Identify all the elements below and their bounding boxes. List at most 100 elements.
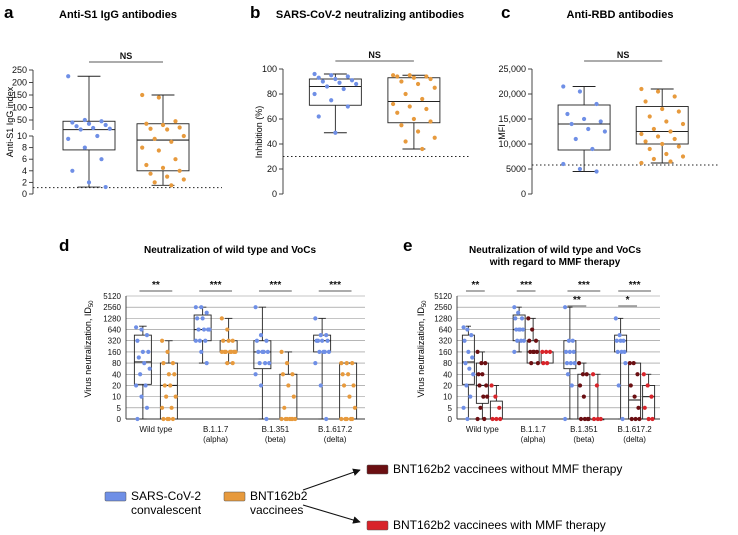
group-1-point: [407, 73, 412, 78]
series-0-cat-3-point: [616, 383, 621, 388]
y-tick-label: 0: [448, 415, 453, 424]
group-1-point: [403, 139, 408, 144]
group-1-point: [411, 75, 416, 80]
series-0-cat-3-point: [313, 316, 318, 321]
group-0-point: [337, 80, 342, 85]
series-0-cat-2-point: [254, 338, 260, 343]
group-1-point: [144, 162, 149, 168]
group-0-point: [320, 79, 325, 84]
significance-2-label: ***: [270, 280, 282, 291]
series-1-cat-1-point: [534, 349, 540, 355]
series-1-cat-0-point: [161, 416, 166, 422]
y-tick-label: 80: [443, 359, 452, 368]
y-tick-label: 20: [443, 381, 452, 390]
y-tick-label: 0: [272, 189, 277, 199]
group-1-point: [655, 89, 661, 94]
significance-ns-label: NS: [617, 50, 630, 60]
group-1-point: [672, 136, 677, 142]
series-0-cat-0-point: [144, 333, 150, 338]
group-1-point: [148, 171, 153, 176]
series-1-cat-0-point: [161, 360, 166, 366]
group-0-point: [561, 84, 566, 89]
series-0-cat-2-point: [258, 333, 264, 338]
series-1-cat-0-point: [159, 405, 165, 410]
group-1-point: [639, 160, 644, 166]
series-1-cat-0-point: [169, 405, 174, 410]
series-0-cat-0-point: [469, 333, 474, 338]
group-0-point: [316, 75, 321, 80]
group-1-point: [639, 86, 644, 92]
series-1-cat-2-point: [280, 372, 286, 377]
group-1-point: [676, 109, 681, 114]
x-category-label: B.1.617.2: [318, 425, 353, 434]
series-1-cat-3-point: [339, 416, 344, 422]
series-0-cat-1-point: [196, 327, 201, 332]
series-1-cat-3-point: [628, 383, 633, 388]
group-0-point: [103, 184, 108, 190]
group-1-point: [148, 126, 153, 131]
series-1-cat-1-point: [529, 360, 534, 366]
series-0-cat-0-point: [142, 360, 147, 366]
x-category-label: B.1.351: [570, 425, 598, 434]
series-0-cat-0-point: [133, 325, 139, 330]
series-1-cat-3-point: [341, 383, 347, 388]
series-0-cat-2-point: [571, 349, 576, 355]
series-0-cat-1-point: [193, 305, 198, 310]
series-0-cat-0-point: [133, 383, 139, 388]
series-2-cat-0-point: [494, 416, 499, 422]
y-tick-label: 250: [12, 65, 27, 75]
legend-with-mmf-swatch: [366, 520, 389, 531]
series-0-cat-0-point: [147, 366, 152, 371]
series-1-cat-1-point: [528, 349, 533, 355]
series-1-cat-3-point: [352, 405, 358, 410]
legend-arrow-up: [302, 468, 361, 491]
series-0-cat-2-point: [564, 360, 570, 366]
series-0-cat-0-point: [468, 394, 473, 399]
y-tick-label: 2560: [434, 303, 452, 312]
group-1-point: [152, 180, 157, 185]
y-tick-label: 0: [22, 189, 27, 199]
series-1-cat-0-point: [481, 394, 486, 399]
series-0-cat-2-point: [566, 338, 572, 343]
group-0-box: [308, 78, 362, 106]
y-tick-label: 40: [443, 370, 452, 379]
series-1-cat-0-point: [476, 372, 481, 377]
series-1-cat-3-point: [631, 360, 636, 366]
legend-without-mmf-label: BNT162b2 vaccinees without MMF therapy: [393, 462, 622, 476]
group-0-point: [103, 122, 108, 128]
group-0-point: [333, 76, 338, 82]
series-1-cat-1-point: [225, 360, 230, 366]
series-0-cat-2-point: [258, 383, 264, 388]
y-tick-label: 0: [117, 415, 122, 424]
group-0-point: [70, 120, 75, 125]
series-0-cat-2-point: [568, 360, 573, 366]
series-2-cat-3-point: [642, 405, 647, 410]
group-1-box: [387, 77, 441, 124]
series-0-cat-0-point: [461, 325, 466, 330]
series-0-cat-0-point: [461, 405, 466, 410]
group-0-point: [594, 101, 599, 107]
series-0-cat-2-point: [267, 360, 272, 366]
group-0-point: [74, 124, 79, 129]
group-1-point: [411, 116, 416, 122]
series-1-cat-2-point: [577, 383, 583, 388]
series-0-cat-0-point: [146, 349, 151, 355]
series-2-cat-0-point: [493, 394, 498, 399]
series-0-cat-3-point: [619, 349, 624, 355]
y-tick-label: 1280: [103, 314, 121, 323]
series-2-cat-0-box: [489, 400, 503, 420]
series-0-cat-2-point: [257, 360, 262, 366]
y-tick-label: 10: [112, 393, 121, 402]
series-0-cat-2-point: [570, 338, 575, 343]
significance-ns-label: NS: [368, 50, 381, 60]
y-tick-label: 40: [112, 370, 121, 379]
series-0-cat-3-point: [623, 360, 628, 366]
group-0-point: [598, 119, 603, 124]
series-1-cat-0-point: [482, 416, 487, 422]
series-1-cat-0-point: [170, 416, 176, 422]
series-0-cat-2-point: [253, 372, 258, 377]
y-tick-label: 60: [267, 114, 277, 124]
series-1-cat-0-box: [159, 362, 178, 420]
group-1-point: [165, 174, 170, 179]
y-tick-label: 5: [117, 404, 122, 413]
